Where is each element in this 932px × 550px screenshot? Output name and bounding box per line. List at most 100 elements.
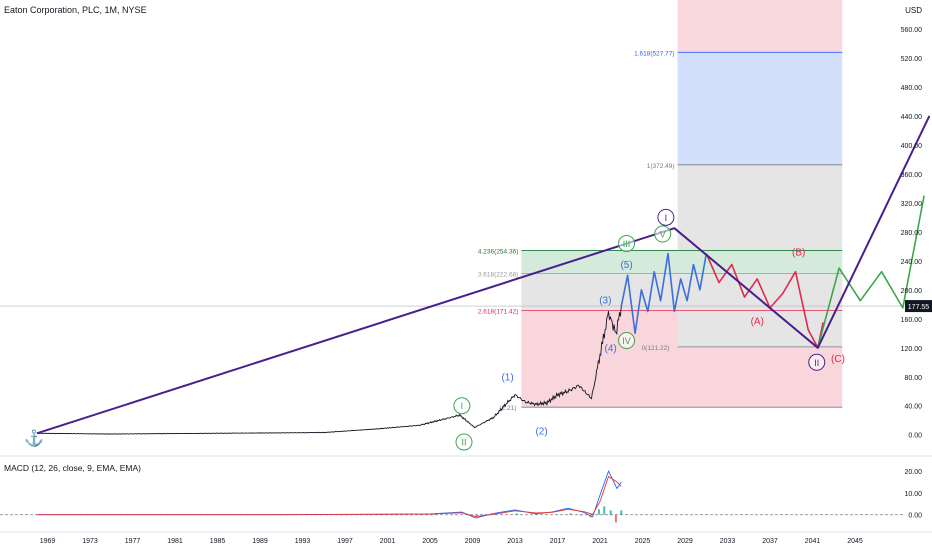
time-tick-label: 2037: [762, 538, 778, 545]
price-tick-label: 120.00: [901, 346, 923, 353]
time-tick-label: 2041: [805, 538, 821, 545]
macd-histogram-bar: [475, 514, 478, 517]
signal-line: [36, 475, 622, 517]
wave-label: (2): [535, 427, 547, 438]
time-tick-label: 2021: [592, 538, 608, 545]
fib-zones: [521, 0, 843, 408]
wave-label: II: [461, 437, 466, 447]
wave-label-circle: [657, 208, 675, 226]
zone-upper-red: [677, 0, 843, 53]
time-tick-label: 1981: [167, 538, 183, 545]
macd-histogram-bar: [609, 510, 612, 515]
macd-tick-label: 0.00: [908, 513, 922, 520]
fib-level-label: 3.618(222.68): [478, 271, 518, 278]
wave-label: II: [814, 358, 819, 368]
time-tick-label: 2029: [677, 538, 693, 545]
wave-label: IV: [622, 336, 631, 346]
macd-histogram-bar: [597, 509, 600, 515]
price-tick-label: 40.00: [904, 404, 922, 411]
price-tick-label: 520.00: [901, 56, 923, 63]
time-tick-label: 2005: [422, 538, 438, 545]
last-price-text: 177.55: [908, 304, 930, 311]
price-tick-label: 240.00: [901, 259, 923, 266]
macd-pane: 0.00 10.00 20.00: [0, 469, 922, 523]
wave-label: I: [461, 401, 464, 411]
price-level-lines: 1.618(527.77) 1(372.49) 4.236(254.36) 3.618…: [0, 50, 904, 412]
macd-histogram-bar: [569, 513, 572, 515]
price-tick-label: 320.00: [901, 201, 923, 208]
price-series-group: ⚓: [24, 115, 931, 447]
macd-histogram-bar: [603, 506, 606, 515]
wave-label: (4): [605, 343, 617, 354]
price-tick-label: 80.00: [904, 375, 922, 382]
price-line: [36, 306, 622, 435]
projection-blue-line: [620, 252, 708, 335]
price-tick-label: 200.00: [901, 288, 923, 295]
time-tick-label: 2033: [720, 538, 736, 545]
price-tick-label: 280.00: [901, 230, 923, 237]
trend-line-purple: [36, 115, 931, 435]
zone-blue: [677, 52, 843, 165]
macd-tick-label: 20.00: [904, 469, 922, 476]
currency-label: USD: [905, 6, 922, 15]
wave-label-circle: [618, 234, 636, 252]
time-tick-label: 2045: [847, 538, 863, 545]
macd-histogram-bar: [579, 514, 582, 516]
wave-label: (3): [599, 295, 611, 306]
start-marker-icon: ⚓: [24, 428, 44, 447]
wave-label-circle: [455, 433, 473, 451]
wave-label: III: [623, 239, 631, 249]
price-tick-label: 360.00: [901, 172, 923, 179]
price-tick-label: 560.00: [901, 27, 923, 34]
wave-label-circle: [808, 353, 826, 371]
wave-label-circle: [618, 332, 636, 350]
time-tick-label: 2001: [380, 538, 396, 545]
time-tick-label: 1985: [210, 538, 226, 545]
wave-label: (1): [501, 372, 513, 383]
time-tick-label: 1973: [82, 538, 98, 545]
time-tick-label: 2017: [550, 538, 566, 545]
time-tick-label: 2025: [635, 538, 651, 545]
time-tick-label: 1989: [252, 538, 268, 545]
price-tick-label: 480.00: [901, 85, 923, 92]
macd-tick-label: 10.00: [904, 491, 922, 498]
fib-level-label: 1.618(527.77): [634, 50, 674, 57]
time-tick-label: 1993: [295, 538, 311, 545]
macd-histogram-bar: [434, 514, 437, 516]
price-tick-label: 400.00: [901, 143, 923, 150]
time-tick-label: 2009: [465, 538, 481, 545]
time-tick-label: 1969: [40, 538, 56, 545]
wave-label-circle: [453, 397, 471, 415]
fib-level-label: 1(372.49): [647, 163, 675, 170]
axes-group: 0.00 40.00 80.00 120.00 160.00 200.00 240.00 28…: [0, 27, 932, 545]
fib-level-label: 2.618(171.42): [478, 309, 518, 316]
macd-histogram-bar: [620, 510, 623, 515]
wave-label: (C): [831, 354, 845, 365]
time-tick-label: 2013: [507, 538, 523, 545]
wave-label: I: [665, 213, 668, 223]
time-tick-label: 1977: [125, 538, 141, 545]
projection-green-line: [817, 195, 925, 349]
time-tick-label: 1997: [337, 538, 353, 545]
chart-title: Eaton Corporation, PLC, 1M, NYSE: [4, 5, 147, 15]
macd-title: MACD (12, 26, close, 9, EMA, EMA): [4, 463, 141, 473]
wave-label-circle: [654, 225, 672, 243]
last-price-tag: [905, 300, 932, 313]
zone-green: [521, 250, 843, 274]
wave-label: (B): [792, 248, 805, 259]
price-tick-label: 160.00: [901, 317, 923, 324]
zone-upper-gray: [677, 164, 843, 251]
macd-histogram-bar: [614, 514, 617, 523]
wave-label: (5): [620, 260, 632, 271]
fib-level-label: (2.21): [499, 405, 516, 412]
wave-label: V: [660, 230, 666, 240]
fib-level-label: 4.236(254.36): [478, 248, 518, 255]
macd-histogram-bar: [516, 513, 519, 515]
price-tick-label: 0.00: [908, 433, 922, 440]
macd-histogram-bar: [484, 514, 487, 515]
price-tick-label: 440.00: [901, 114, 923, 121]
wave-label: (A): [751, 316, 764, 327]
fib-level-label: 0(121.22): [642, 345, 670, 352]
